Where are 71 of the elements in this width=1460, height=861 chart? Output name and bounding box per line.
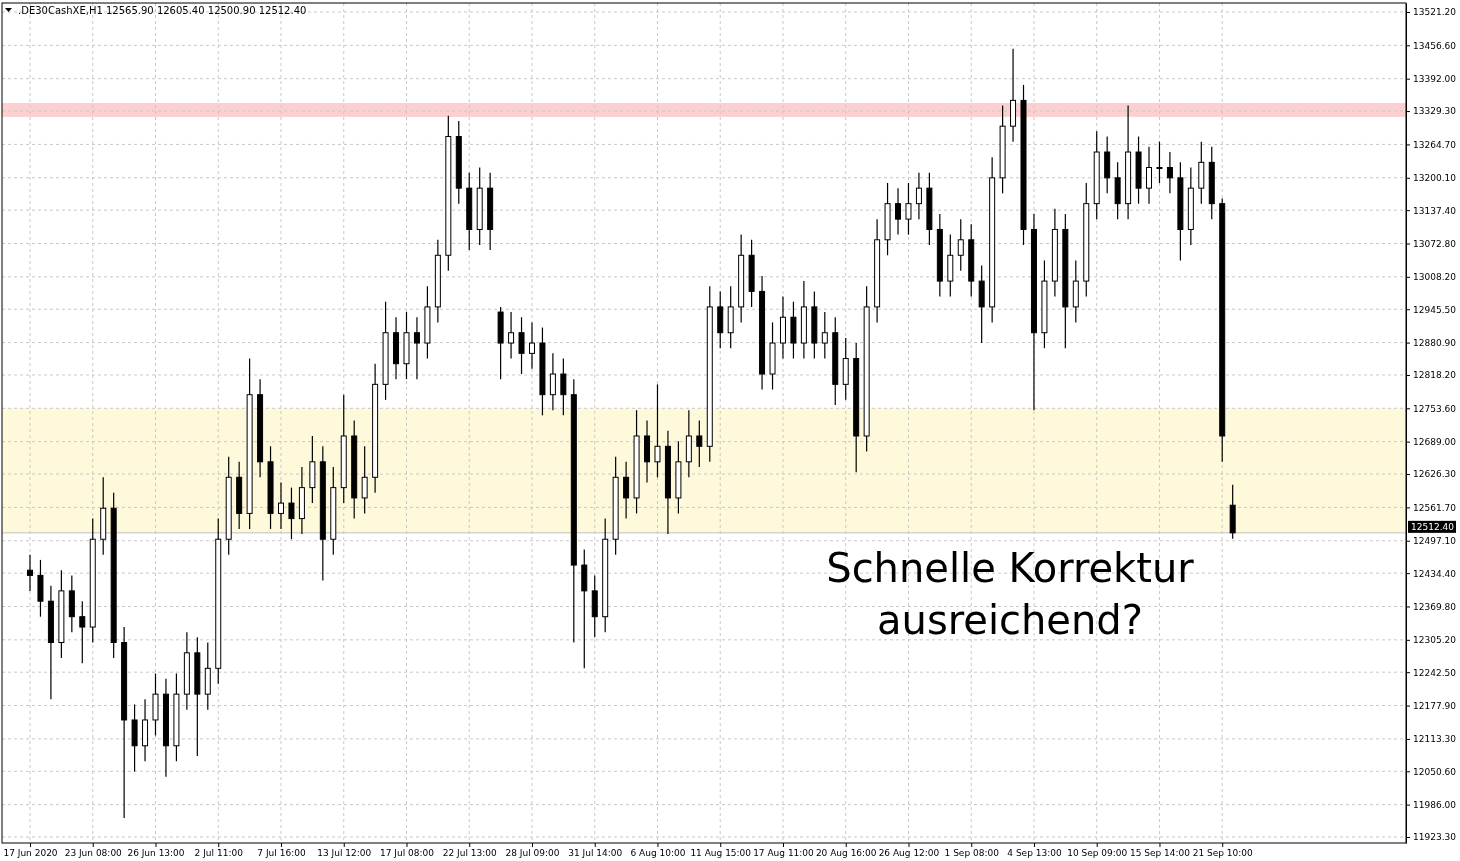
candlestick — [549, 352, 556, 411]
chart-title: .DE30CashXE,H1 12565.90 12605.40 12500.90 12512.40 — [18, 5, 307, 16]
candlestick — [27, 554, 33, 592]
y-tick-label: 13008.20 — [1413, 272, 1457, 283]
candlestick — [1166, 151, 1173, 194]
y-tick-label: 12497.10 — [1413, 536, 1457, 547]
x-tick-label: 21 Sep 10:00 — [1192, 848, 1254, 859]
candlestick — [1156, 141, 1163, 184]
x-tick-label: 22 Jul 13:00 — [442, 848, 497, 859]
candlestick — [1146, 146, 1153, 205]
y-tick-label: 12626.30 — [1413, 469, 1457, 480]
candlestick — [79, 600, 86, 664]
y-tick-label: 13456.60 — [1413, 40, 1457, 51]
candlestick — [696, 419, 703, 468]
y-tick-label: 12113.30 — [1413, 734, 1457, 745]
y-tick-label: 11923.30 — [1413, 832, 1457, 843]
y-tick-label: 13137.40 — [1413, 205, 1457, 216]
ref-line-label: 12512.40 — [1411, 521, 1455, 532]
x-tick-label: 6 Aug 10:00 — [630, 848, 686, 859]
y-tick-label: 12561.70 — [1413, 502, 1457, 513]
y-tick-label: 13329.30 — [1413, 106, 1457, 117]
y-tick-label: 13392.00 — [1413, 74, 1457, 85]
x-tick-label: 17 Jul 08:00 — [380, 848, 435, 859]
y-tick-label: 12880.90 — [1413, 337, 1457, 348]
x-tick-label: 15 Sep 14:00 — [1129, 848, 1191, 859]
y-tick-label: 13072.80 — [1413, 238, 1457, 249]
candlestick — [528, 321, 535, 370]
y-tick-label: 12369.80 — [1413, 601, 1457, 612]
x-tick-label: 31 Jul 14:00 — [568, 848, 623, 859]
y-tick-label: 12753.60 — [1413, 403, 1457, 414]
candlestick — [623, 461, 630, 520]
y-tick-label: 12434.40 — [1413, 568, 1457, 579]
x-tick-label: 17 Jun 2020 — [3, 848, 58, 859]
x-tick-label: 2 Jul 11:00 — [194, 848, 244, 859]
y-tick-label: 12177.90 — [1413, 700, 1457, 711]
x-tick-label: 23 Jun 08:00 — [64, 848, 123, 859]
x-tick-label: 10 Sep 09:00 — [1067, 848, 1128, 859]
candlestick — [654, 383, 661, 478]
y-tick-label: 12818.20 — [1413, 370, 1457, 381]
x-tick-label: 7 Jul 16:00 — [257, 848, 306, 859]
candlestick — [821, 311, 828, 360]
candlestick — [508, 311, 515, 360]
y-tick-label: 12305.20 — [1413, 635, 1457, 646]
x-tick-label: 4 Sep 13:00 — [1007, 848, 1062, 859]
y-tick-label: 11986.00 — [1413, 800, 1457, 811]
candlestick — [957, 218, 964, 272]
candlestick — [277, 481, 284, 530]
x-tick-label: 17 Aug 11:00 — [753, 848, 815, 859]
candlestick — [915, 172, 922, 220]
y-tick-label: 12242.50 — [1413, 667, 1457, 678]
x-tick-label: 13 Jul 12:00 — [317, 848, 372, 859]
annotation: Schnelle Korrektur ausreichend? — [826, 545, 1195, 643]
x-tick-label: 11 Aug 15:00 — [690, 848, 752, 859]
candlestick — [895, 187, 902, 236]
y-tick-label: 12050.60 — [1413, 766, 1457, 777]
y-tick-label: 13200.10 — [1413, 173, 1457, 184]
x-tick-label: 26 Aug 12:00 — [878, 848, 940, 859]
candlestick — [413, 316, 420, 380]
candlestick — [905, 182, 912, 236]
x-tick-label: 26 Jun 13:00 — [127, 848, 185, 859]
y-tick-label: 13521.20 — [1413, 7, 1457, 18]
y-tick-label: 12689.00 — [1413, 437, 1457, 448]
y-tick-label: 13264.70 — [1413, 139, 1457, 150]
x-tick-label: 20 Aug 16:00 — [815, 848, 877, 859]
candlestick — [288, 487, 295, 540]
candlestick — [361, 445, 368, 515]
x-tick-label: 1 Sep 08:00 — [944, 848, 1000, 859]
y-tick-label: 12945.50 — [1413, 304, 1457, 315]
candlestick — [518, 316, 525, 375]
x-tick-label: 28 Jul 09:00 — [505, 848, 560, 859]
candlestick — [560, 357, 567, 416]
